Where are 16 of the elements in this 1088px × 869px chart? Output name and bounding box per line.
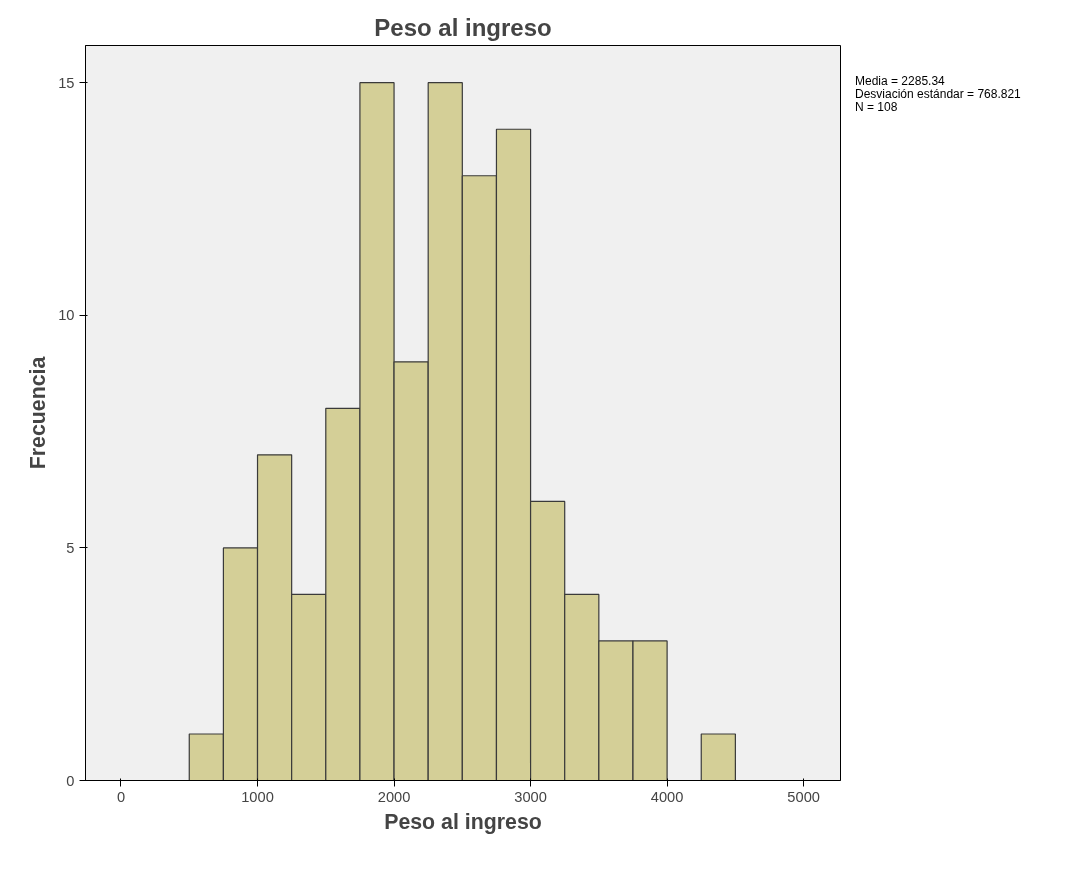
y-tick-label: 0 [66,772,75,789]
y-tick-label: 5 [66,539,75,556]
x-tick-label: 3000 [514,788,547,805]
x-tick-label: 0 [116,788,126,805]
x-axis-title: Peso al ingreso [384,809,542,834]
text: N = 108 [855,100,898,115]
text: Media = 2285.34 [855,74,945,88]
y-axis-title: Frecuencia [26,356,51,470]
x-tick-label: 4000 [650,788,684,805]
y-tick-label: 15 [58,74,75,91]
chart-title: Peso al ingreso [374,13,552,41]
x-tick-label: 2000 [377,788,411,805]
y-tick-label: 10 [58,307,75,324]
x-tick-label: 1000 [241,788,274,805]
x-tick-label: 5000 [787,788,820,805]
text: Desviación estándar = 768.821 [855,87,1021,102]
